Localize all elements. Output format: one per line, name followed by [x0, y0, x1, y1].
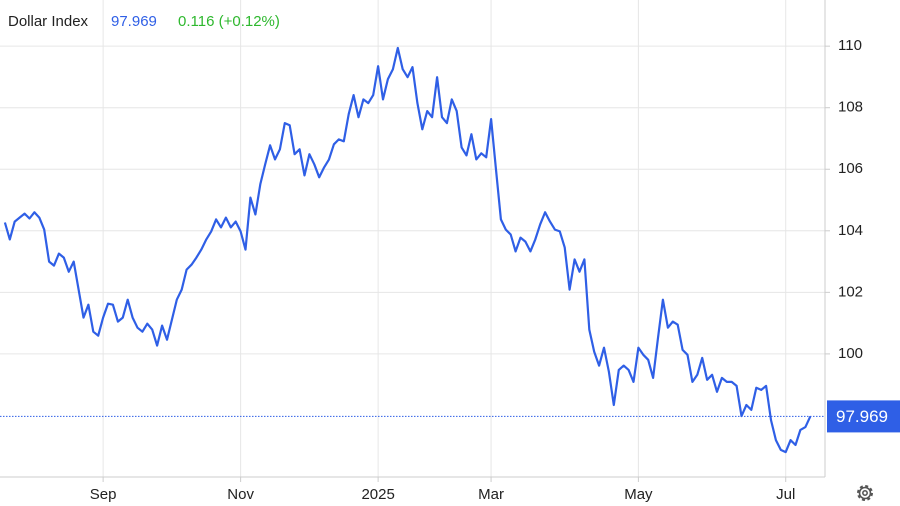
x-tick-label: Mar — [478, 486, 504, 503]
change: 0.116 (+0.12%) — [178, 13, 280, 30]
price-line — [3, 46, 812, 454]
y-tick-label: 100 — [838, 345, 863, 362]
y-tick-label: 104 — [838, 222, 863, 239]
last-value: 97.969 — [111, 13, 157, 30]
settings-icon[interactable] — [857, 485, 873, 501]
gear-teeth — [857, 485, 873, 501]
x-tick-label: Nov — [227, 486, 254, 503]
y-tick-label: 110 — [838, 37, 862, 54]
gear-hole — [862, 490, 868, 496]
chart-title: Dollar Index — [8, 13, 89, 30]
x-tick-label: Sep — [90, 486, 117, 503]
last-price-label: 97.969 — [836, 407, 888, 426]
y-tick-label: 106 — [838, 160, 863, 177]
y-tick-label: 108 — [838, 99, 863, 116]
gear-body — [858, 486, 872, 500]
x-tick-label: 2025 — [361, 486, 394, 503]
y-tick-label: 102 — [838, 283, 863, 300]
x-tick-label: Jul — [776, 486, 795, 503]
x-tick-label: May — [624, 486, 653, 503]
last-price-box — [827, 400, 900, 433]
